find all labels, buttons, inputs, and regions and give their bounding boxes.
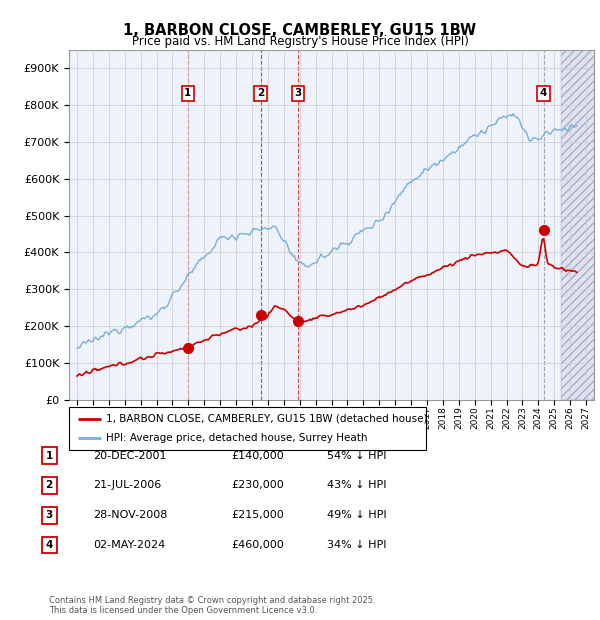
Text: 54% ↓ HPI: 54% ↓ HPI xyxy=(327,451,386,461)
Text: 1, BARBON CLOSE, CAMBERLEY, GU15 1BW: 1, BARBON CLOSE, CAMBERLEY, GU15 1BW xyxy=(124,23,476,38)
Text: 3: 3 xyxy=(295,89,302,99)
Bar xyxy=(561,50,600,400)
Text: 20-DEC-2001: 20-DEC-2001 xyxy=(93,451,167,461)
Text: £215,000: £215,000 xyxy=(231,510,284,520)
Text: 21-JUL-2006: 21-JUL-2006 xyxy=(93,480,161,490)
Text: Price paid vs. HM Land Registry's House Price Index (HPI): Price paid vs. HM Land Registry's House … xyxy=(131,35,469,48)
Text: 02-MAY-2024: 02-MAY-2024 xyxy=(93,540,165,550)
Text: 43% ↓ HPI: 43% ↓ HPI xyxy=(327,480,386,490)
Text: 1: 1 xyxy=(184,89,191,99)
Text: 1: 1 xyxy=(46,451,53,461)
Text: HPI: Average price, detached house, Surrey Heath: HPI: Average price, detached house, Surr… xyxy=(106,433,368,443)
Text: £140,000: £140,000 xyxy=(231,451,284,461)
Text: 2: 2 xyxy=(257,89,265,99)
Text: 28-NOV-2008: 28-NOV-2008 xyxy=(93,510,167,520)
Text: 3: 3 xyxy=(46,510,53,520)
Text: 4: 4 xyxy=(540,89,547,99)
Text: 1, BARBON CLOSE, CAMBERLEY, GU15 1BW (detached house): 1, BARBON CLOSE, CAMBERLEY, GU15 1BW (de… xyxy=(106,414,428,423)
Text: £230,000: £230,000 xyxy=(231,480,284,490)
Text: Contains HM Land Registry data © Crown copyright and database right 2025.
This d: Contains HM Land Registry data © Crown c… xyxy=(49,596,376,615)
Text: 49% ↓ HPI: 49% ↓ HPI xyxy=(327,510,386,520)
Text: £460,000: £460,000 xyxy=(231,540,284,550)
Text: 2: 2 xyxy=(46,480,53,490)
Text: 34% ↓ HPI: 34% ↓ HPI xyxy=(327,540,386,550)
Text: 4: 4 xyxy=(46,540,53,550)
